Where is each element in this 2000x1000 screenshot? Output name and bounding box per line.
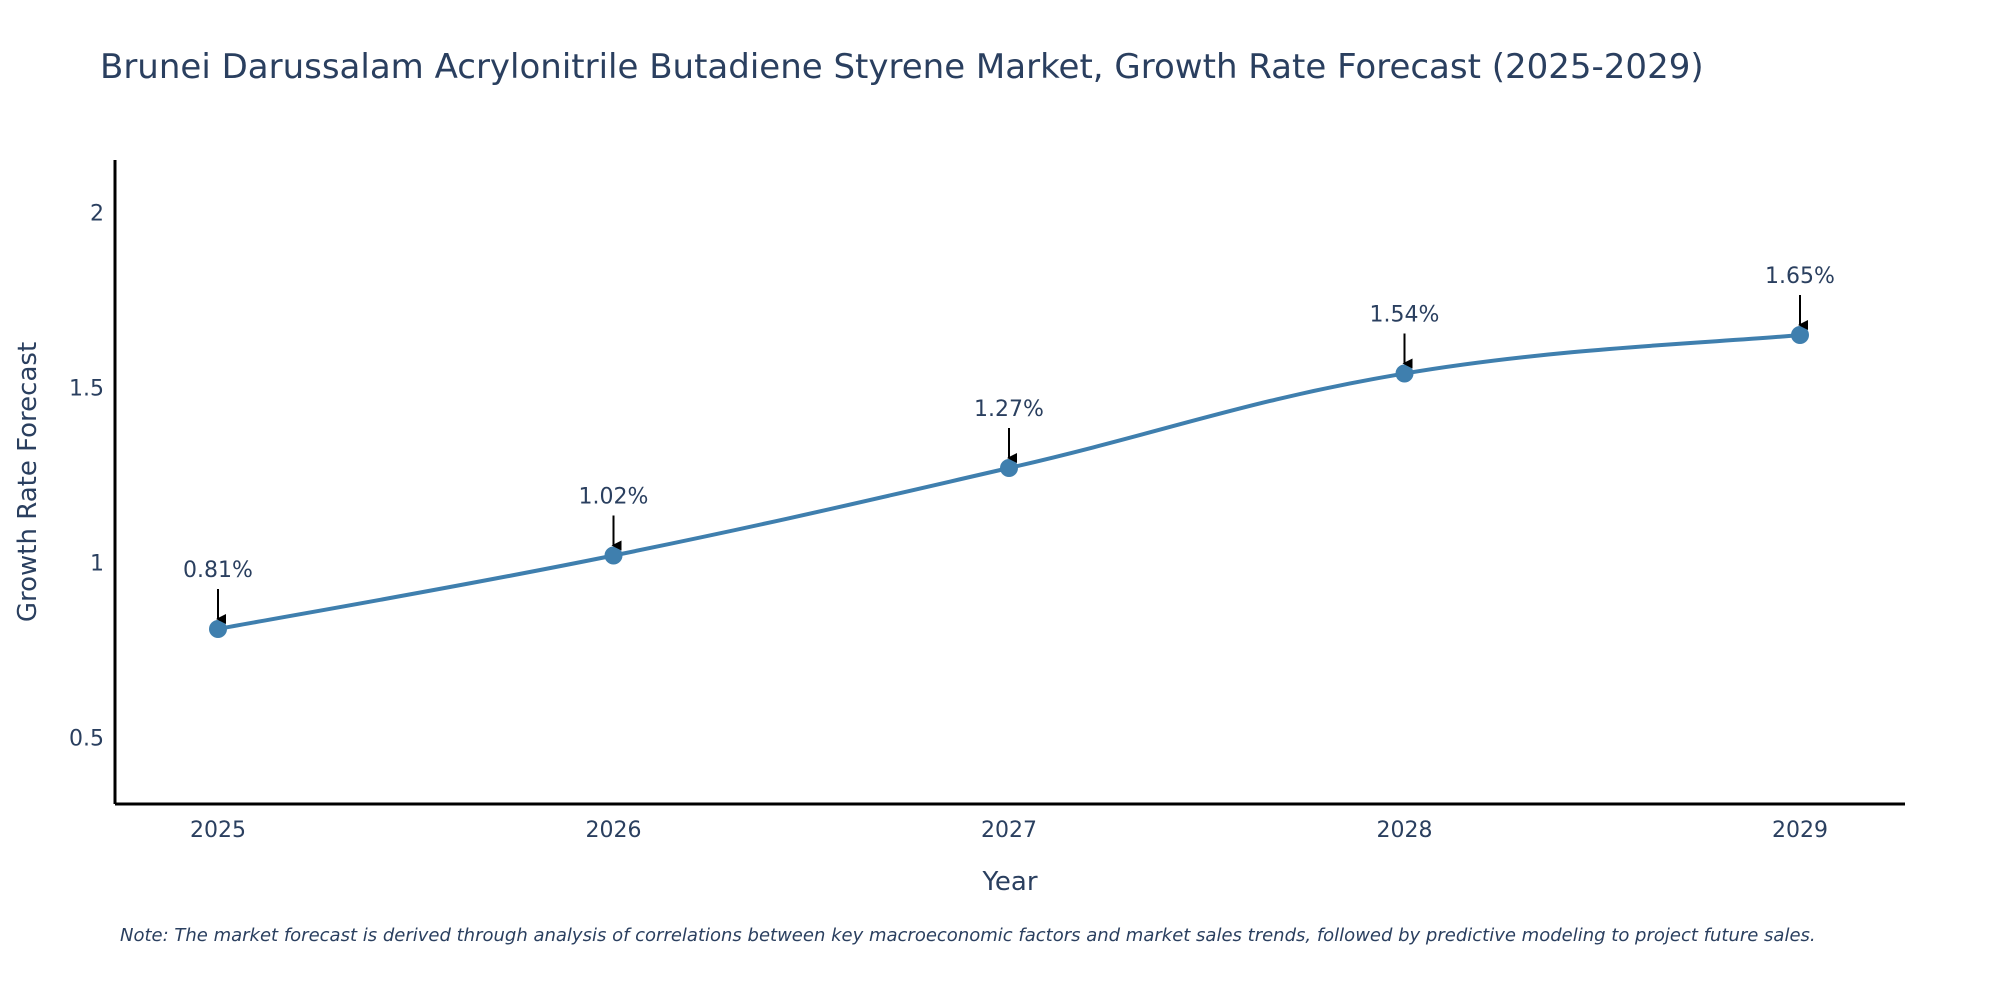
x-tick-label: 2025	[190, 818, 246, 843]
data-label: 1.54%	[1370, 303, 1440, 328]
series-layer	[209, 326, 1809, 638]
data-point[interactable]	[1791, 326, 1809, 344]
y-tick-label: 0.5	[69, 727, 104, 752]
data-label: 0.81%	[183, 558, 253, 583]
y-tick-labels: 0.5 1 1.5 2	[69, 202, 104, 752]
y-tick-label: 2	[90, 202, 104, 227]
x-tick-label: 2028	[1377, 818, 1433, 843]
data-label: 1.02%	[579, 485, 649, 510]
chart-title: Brunei Darussalam Acrylonitrile Butadien…	[100, 47, 1704, 87]
data-point[interactable]	[1395, 364, 1414, 383]
x-tick-label: 2027	[981, 818, 1037, 843]
data-point[interactable]	[1000, 459, 1018, 477]
data-label: 1.27%	[974, 397, 1044, 422]
x-tick-labels: 2025 2026 2027 2028 2029	[190, 818, 1828, 843]
data-point[interactable]	[604, 546, 623, 565]
series-line	[217, 333, 1801, 631]
y-tick-label: 1.5	[69, 377, 104, 402]
axes	[113, 160, 1905, 806]
y-tick-label: 1	[90, 552, 104, 577]
y-axis-title: Growth Rate Forecast	[13, 342, 43, 622]
x-axis-title: Year	[981, 867, 1037, 897]
annotations: 0.81% 1.02% 1.27% 1.54% 1.65%	[183, 264, 1835, 624]
data-label: 1.65%	[1765, 264, 1835, 289]
x-tick-label: 2029	[1772, 818, 1828, 843]
x-tick-label: 2026	[586, 818, 642, 843]
chart-note: Note: The market forecast is derived thr…	[120, 925, 1816, 946]
data-point[interactable]	[209, 620, 227, 638]
